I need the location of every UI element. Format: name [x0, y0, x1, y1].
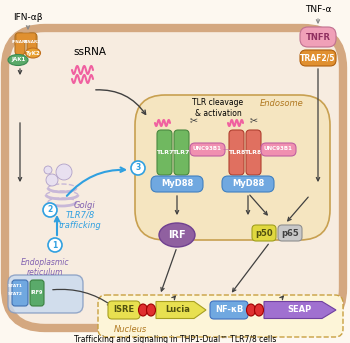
- Text: ISRE: ISRE: [113, 306, 134, 315]
- Circle shape: [131, 161, 145, 175]
- Text: IRF9: IRF9: [31, 291, 43, 296]
- FancyBboxPatch shape: [190, 143, 225, 156]
- Text: IRF: IRF: [168, 230, 186, 240]
- FancyBboxPatch shape: [300, 27, 336, 47]
- Ellipse shape: [254, 304, 264, 316]
- Text: TNFR: TNFR: [306, 33, 330, 42]
- FancyBboxPatch shape: [300, 50, 336, 66]
- FancyBboxPatch shape: [27, 33, 37, 55]
- Circle shape: [56, 164, 72, 180]
- FancyBboxPatch shape: [98, 295, 343, 337]
- FancyBboxPatch shape: [30, 280, 44, 306]
- Text: Golgi: Golgi: [74, 201, 96, 210]
- Text: TLR7/8
trafficking: TLR7/8 trafficking: [59, 210, 102, 230]
- Text: p65: p65: [281, 228, 299, 237]
- Text: NF-κB: NF-κB: [215, 306, 243, 315]
- Text: STAT2: STAT2: [8, 292, 22, 296]
- FancyBboxPatch shape: [246, 130, 261, 175]
- FancyBboxPatch shape: [5, 28, 343, 328]
- Text: TLR8: TLR8: [244, 150, 262, 154]
- Text: MyD88: MyD88: [161, 179, 193, 189]
- Text: ✂: ✂: [190, 115, 198, 125]
- Text: TLR8: TLR8: [228, 150, 246, 154]
- FancyBboxPatch shape: [261, 143, 296, 156]
- Text: UNC93B1: UNC93B1: [193, 146, 222, 152]
- Text: TLR7: TLR7: [172, 150, 190, 154]
- Text: Lucia: Lucia: [166, 306, 190, 315]
- Text: MyD88: MyD88: [232, 179, 264, 189]
- Text: IFNAR2: IFNAR2: [23, 40, 41, 44]
- Ellipse shape: [147, 304, 155, 316]
- FancyBboxPatch shape: [252, 225, 276, 241]
- Text: p50: p50: [255, 228, 273, 237]
- Text: Endosome: Endosome: [260, 98, 304, 107]
- Circle shape: [43, 203, 57, 217]
- Text: UNC93B1: UNC93B1: [264, 146, 293, 152]
- FancyBboxPatch shape: [222, 176, 274, 192]
- Text: —: —: [223, 146, 230, 152]
- Text: Trafficking and signaling in THP1-Dual™ TLR7/8 cells: Trafficking and signaling in THP1-Dual™ …: [74, 335, 276, 343]
- Text: JAK1: JAK1: [11, 58, 25, 62]
- Ellipse shape: [26, 48, 41, 58]
- Circle shape: [44, 166, 52, 174]
- Ellipse shape: [8, 55, 28, 66]
- Ellipse shape: [246, 304, 256, 316]
- FancyBboxPatch shape: [108, 301, 140, 319]
- FancyBboxPatch shape: [16, 33, 36, 41]
- Text: TLR cleavage
& activation: TLR cleavage & activation: [193, 98, 244, 118]
- Text: IFNAR1: IFNAR1: [12, 40, 28, 44]
- Text: TNF-α: TNF-α: [305, 5, 331, 14]
- Text: 3: 3: [135, 164, 141, 173]
- Text: Endoplasmic
reticulum: Endoplasmic reticulum: [21, 258, 69, 277]
- Text: TLR7: TLR7: [156, 150, 174, 154]
- Text: SEAP: SEAP: [288, 306, 312, 315]
- Text: ✂: ✂: [250, 115, 258, 125]
- FancyArrow shape: [156, 301, 206, 319]
- Text: IFN-αβ: IFN-αβ: [13, 13, 43, 23]
- Ellipse shape: [139, 304, 147, 316]
- FancyBboxPatch shape: [135, 95, 330, 240]
- FancyBboxPatch shape: [151, 176, 203, 192]
- Text: TRAF2/5: TRAF2/5: [300, 54, 336, 62]
- FancyBboxPatch shape: [278, 225, 302, 241]
- FancyBboxPatch shape: [8, 275, 83, 313]
- Circle shape: [46, 174, 58, 186]
- FancyBboxPatch shape: [15, 33, 25, 55]
- FancyBboxPatch shape: [12, 280, 28, 306]
- FancyBboxPatch shape: [210, 301, 248, 319]
- Circle shape: [48, 238, 62, 252]
- Text: 1: 1: [52, 240, 58, 249]
- FancyBboxPatch shape: [157, 130, 172, 175]
- Text: 2: 2: [47, 205, 52, 214]
- FancyBboxPatch shape: [229, 130, 244, 175]
- FancyArrow shape: [264, 301, 336, 319]
- FancyBboxPatch shape: [174, 130, 189, 175]
- Text: ssRNA: ssRNA: [74, 47, 106, 57]
- Text: TyK2: TyK2: [26, 50, 40, 56]
- Ellipse shape: [159, 223, 195, 247]
- Text: STAT1: STAT1: [7, 284, 22, 288]
- Text: Nucleus: Nucleus: [113, 326, 147, 334]
